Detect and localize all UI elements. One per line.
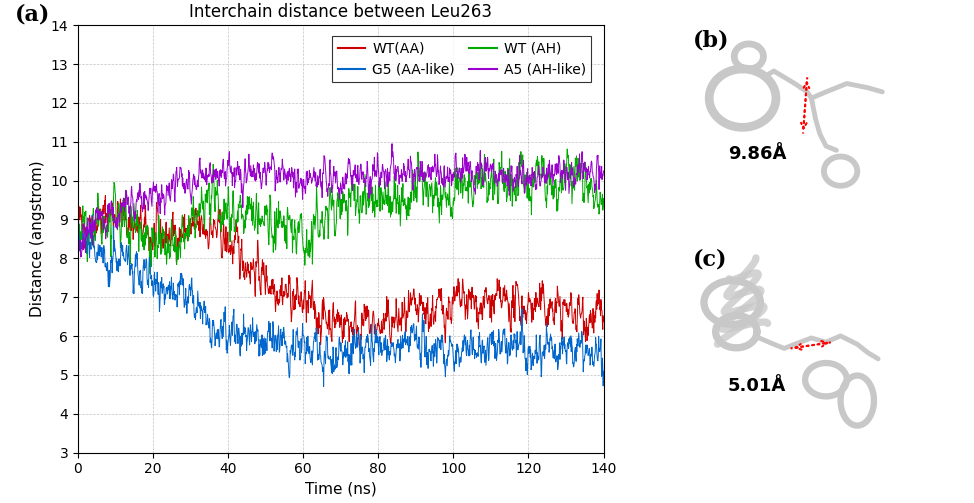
WT (AH) (349, 198, 360, 204)
WT(AA) (590, 298, 602, 304)
WT(AA) (355, 348, 366, 354)
A5 (AH-like) (590, 165, 602, 172)
WT (AH) (590, 177, 602, 183)
WT (AH) (144, 271, 156, 277)
WT(AA) (99, 193, 111, 199)
WT(AA) (72, 211, 84, 217)
WT (AH) (316, 217, 327, 223)
WT(AA) (316, 333, 327, 340)
A5 (AH-like) (349, 170, 360, 176)
A5 (AH-like) (386, 141, 397, 147)
Text: (a): (a) (15, 4, 51, 26)
WT (AH) (72, 271, 84, 277)
X-axis label: Time (ns): Time (ns) (305, 482, 377, 497)
A5 (AH-like) (75, 254, 87, 260)
WT (AH) (561, 146, 573, 152)
WT(AA) (598, 318, 610, 324)
Y-axis label: Distance (angstrom): Distance (angstrom) (30, 160, 45, 317)
A5 (AH-like) (598, 168, 610, 174)
A5 (AH-like) (253, 168, 265, 174)
G5 (AA-like) (318, 383, 329, 389)
WT (AH) (200, 195, 211, 201)
WT(AA) (200, 235, 211, 241)
Title: Interchain distance between Leu263: Interchain distance between Leu263 (189, 3, 492, 21)
Legend: WT(AA), G5 (AA-like), WT (AH), A5 (AH-like): WT(AA), G5 (AA-like), WT (AH), A5 (AH-li… (332, 36, 591, 82)
A5 (AH-like) (72, 231, 84, 237)
Text: 9.86Å: 9.86Å (728, 145, 786, 163)
WT(AA) (253, 274, 265, 280)
WT (AH) (499, 177, 510, 183)
G5 (AA-like) (87, 212, 98, 218)
Line: WT (AH): WT (AH) (78, 149, 604, 274)
G5 (AA-like) (598, 368, 610, 374)
WT (AH) (253, 222, 265, 228)
WT(AA) (500, 298, 511, 304)
WT(AA) (349, 319, 360, 325)
A5 (AH-like) (500, 180, 511, 186)
WT (AH) (598, 196, 610, 202)
G5 (AA-like) (500, 341, 511, 347)
G5 (AA-like) (72, 231, 84, 237)
G5 (AA-like) (200, 303, 211, 309)
G5 (AA-like) (316, 359, 327, 365)
Text: (c): (c) (693, 248, 727, 270)
A5 (AH-like) (200, 179, 211, 185)
G5 (AA-like) (349, 327, 360, 333)
Text: 5.01Å: 5.01Å (728, 377, 786, 395)
G5 (AA-like) (590, 341, 602, 347)
Line: A5 (AH-like): A5 (AH-like) (78, 144, 604, 257)
A5 (AH-like) (316, 184, 327, 190)
Line: WT(AA): WT(AA) (78, 196, 604, 351)
Text: (b): (b) (693, 29, 729, 51)
Line: G5 (AA-like): G5 (AA-like) (78, 215, 604, 386)
G5 (AA-like) (253, 342, 265, 348)
